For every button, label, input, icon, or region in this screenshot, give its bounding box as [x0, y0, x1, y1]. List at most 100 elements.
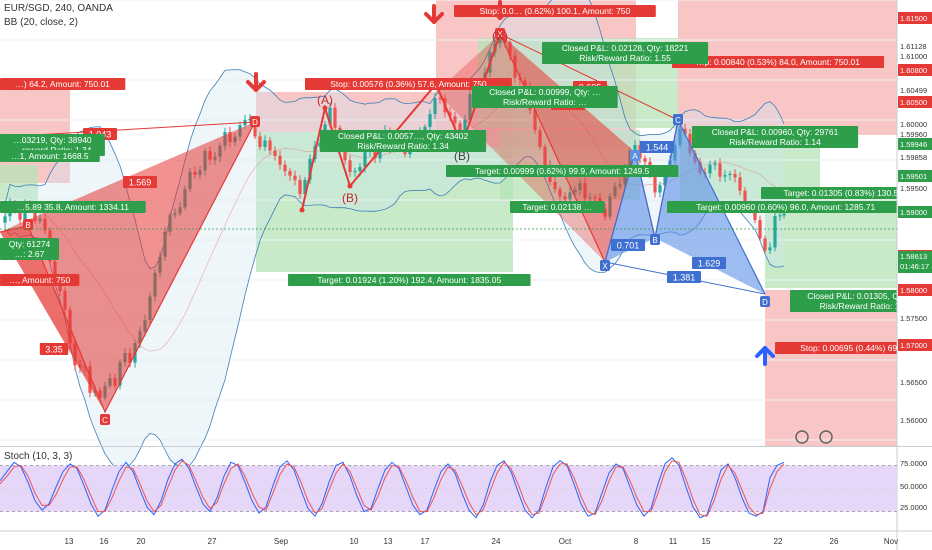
- candle-body: [273, 150, 277, 156]
- trade-label-14: Closed P&L: 0.01305, Qty: 3…: [807, 291, 923, 301]
- stoch-tick-0: 75.0000: [900, 459, 927, 468]
- ratio-1381: 1.381: [673, 273, 696, 283]
- candle-body: [568, 192, 572, 200]
- candle-body: [663, 169, 667, 186]
- price-tick-12: 1.59000: [900, 208, 927, 217]
- trade-label-8-box: [510, 201, 605, 213]
- candle-body: [433, 98, 437, 115]
- candle-body: [658, 185, 662, 193]
- candle-body: [343, 150, 347, 161]
- trade-label-16-sub: Risk/Reward Ratio: …: [503, 97, 587, 107]
- stoch-tick-1: 50.0000: [900, 482, 927, 491]
- trade-label-8: Target: 0.02138 …: [522, 202, 592, 212]
- candle-body: [713, 163, 717, 165]
- candle-body: [288, 171, 292, 176]
- ratio-1629-box: [692, 257, 726, 269]
- ratio-1544: 1.544: [646, 143, 669, 153]
- candle-body: [733, 173, 737, 178]
- point-blue-c: C: [675, 116, 681, 125]
- trade-label-15-box: [320, 130, 487, 152]
- trade-label-13-sub: Risk/Reward Ratio: 1.14: [729, 137, 821, 147]
- price-tick-box-10: [898, 170, 932, 182]
- candle-body: [683, 128, 687, 134]
- candle-body: [293, 175, 297, 181]
- trade-label-0: Stop: 0.00576 (0.36%) 57.6, Amount: 750: [330, 79, 487, 89]
- trade-label-5-box: [0, 274, 80, 286]
- time-tick-12: 15: [702, 537, 711, 546]
- point-mid-a: A: [632, 152, 638, 161]
- trade-zone-9: [678, 60, 908, 135]
- candle-body: [728, 173, 732, 176]
- candle-body: [328, 107, 332, 125]
- candle-body: [33, 205, 37, 221]
- stochastic-panel: 75.0000 50.0000 25.0000: [0, 446, 932, 519]
- candle-body: [563, 196, 567, 200]
- trade-label-9: Target: 0.00960 (0.60%) 96.0, Amount: 12…: [696, 202, 875, 212]
- ratio-335-box: [39, 343, 69, 355]
- price-tick-box-17: [898, 339, 932, 351]
- candle-body: [423, 126, 427, 132]
- trade-zone-3: [256, 132, 513, 272]
- trade-zone-12: [765, 290, 897, 446]
- candle-body: [553, 181, 557, 190]
- price-tick-box-15: [898, 284, 932, 296]
- point-left-b-box: [23, 219, 33, 230]
- candle-body: [438, 98, 442, 100]
- time-tick-3: 27: [208, 537, 217, 546]
- current-price: 1.58613: [900, 252, 927, 261]
- candle-body: [778, 215, 782, 217]
- candle-body: [348, 160, 352, 173]
- time-tick-9: Oct: [559, 537, 572, 546]
- point-x-paren: (X): [492, 29, 508, 43]
- candle-body: [253, 118, 257, 137]
- stoch-indicator-title: Stoch (10, 3, 3): [4, 451, 73, 462]
- price-tick-box-8: [898, 138, 932, 150]
- time-tick-7: 17: [421, 537, 430, 546]
- price-tick-6: 1.60000: [900, 120, 927, 129]
- price-tick-box-5: [898, 96, 932, 108]
- time-tick-14: 26: [830, 537, 839, 546]
- candle-body: [363, 151, 367, 168]
- pattern-pivot: [347, 183, 353, 189]
- trade-label-13-box: [692, 126, 859, 148]
- stoch-series-0: [0, 456, 785, 519]
- trade-label-3-box: [775, 342, 932, 354]
- point-blue-x-box: [600, 260, 610, 271]
- point-mid-x-box: [495, 28, 505, 39]
- candle-body: [558, 189, 562, 197]
- point-b-paren: (B): [342, 191, 358, 205]
- candle-body: [538, 130, 542, 147]
- candle-body: [298, 180, 302, 194]
- candle-body: [428, 114, 432, 127]
- trade-label-17: …03219, Qty: 38940: [13, 135, 92, 145]
- ratio-1569-box: [123, 176, 157, 188]
- candle-body: [278, 155, 282, 165]
- trade-label-2-box: [672, 56, 884, 68]
- candle-body: [643, 158, 647, 162]
- point-left-d: D: [252, 118, 258, 127]
- trade-label-18-box: [0, 150, 100, 162]
- trade-label-4: …) 64.2, Amount: 750.01: [15, 79, 110, 89]
- candle-body: [463, 119, 467, 138]
- pattern-pivot: [299, 207, 305, 213]
- replay-icon: [795, 430, 809, 444]
- time-tick-1: 16: [100, 537, 109, 546]
- current-price-box: [898, 251, 932, 273]
- notification-icon: [819, 430, 833, 444]
- point-blue-b: B: [652, 236, 657, 245]
- candle-body: [633, 145, 637, 151]
- point-blue-x: X: [602, 262, 608, 271]
- candle-body: [353, 171, 357, 173]
- point-blue-d: D: [762, 298, 768, 307]
- trade-label-9-box: [667, 201, 905, 213]
- candle-body: [763, 238, 767, 251]
- time-tick-4: Sep: [274, 537, 289, 546]
- trade-label-7-box: [446, 165, 679, 177]
- candle-body: [333, 107, 337, 128]
- price-tick-5: 1.60500: [900, 98, 927, 107]
- trade-label-1: Stop: 0.0… (0.62%) 100.1, Amount: 750: [480, 6, 631, 16]
- trade-label-15: Closed P&L: 0.0057…, Qty: 43402: [338, 131, 469, 141]
- price-tick-4: 1.60499: [900, 86, 927, 95]
